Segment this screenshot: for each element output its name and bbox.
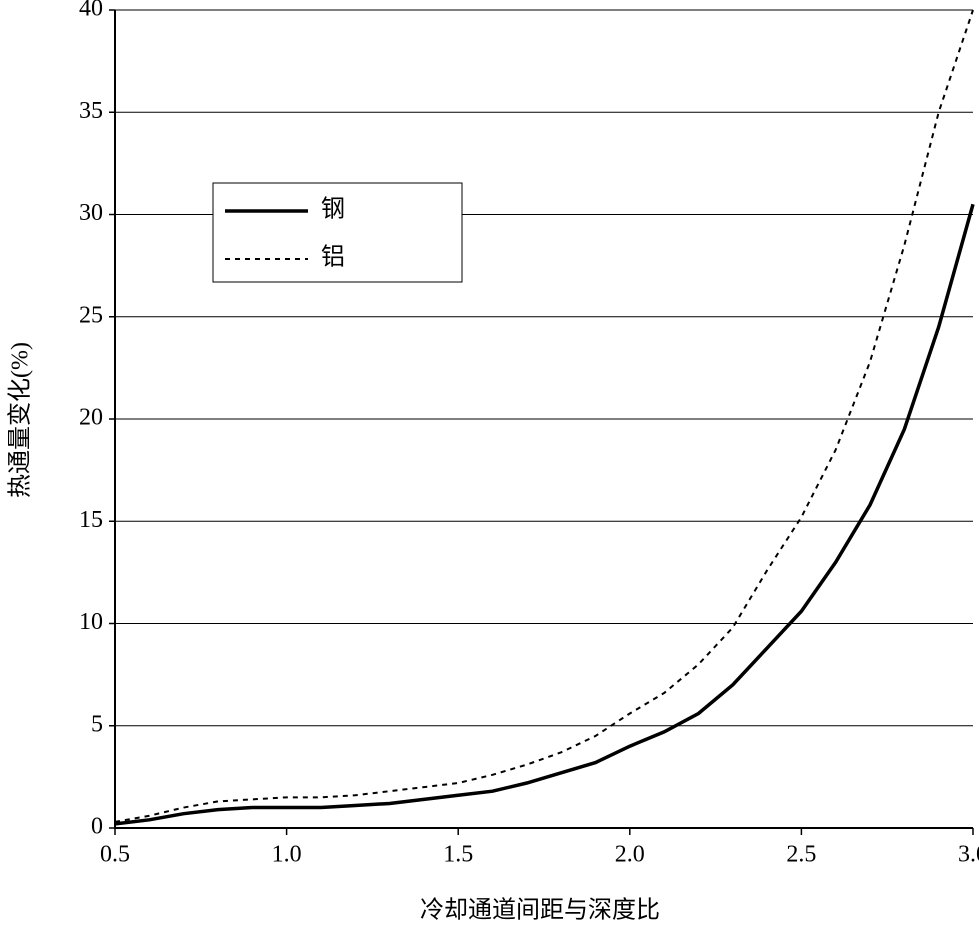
y-tick-label: 5 [91, 711, 103, 737]
series-line [114, 203, 975, 826]
legend-label: 钢 [321, 196, 345, 223]
y-tick-label: 25 [79, 302, 103, 328]
series-line [114, 9, 974, 823]
x-axis-title: 冷却通道间距与深度比 [420, 897, 660, 924]
x-tick-label: 2.5 [786, 842, 816, 868]
y-tick-label: 35 [79, 98, 103, 124]
y-tick-label: 15 [79, 507, 103, 533]
x-tick-label: 2.0 [615, 842, 645, 868]
x-tick-label: 3.0 [958, 842, 979, 868]
y-tick-label: 20 [79, 405, 103, 431]
y-tick-label: 10 [79, 609, 103, 635]
x-tick-label: 1.5 [443, 842, 473, 868]
x-tick-label: 0.5 [100, 842, 130, 868]
legend-box [212, 182, 463, 283]
y-tick-label: 40 [79, 0, 103, 22]
y-tick-label: 0 [91, 814, 103, 840]
y-axis-title: 热通量变化(%) [7, 342, 34, 498]
x-tick-label: 1.0 [272, 842, 302, 868]
y-tick-label: 30 [79, 200, 103, 226]
legend-label: 铝 [321, 244, 345, 271]
